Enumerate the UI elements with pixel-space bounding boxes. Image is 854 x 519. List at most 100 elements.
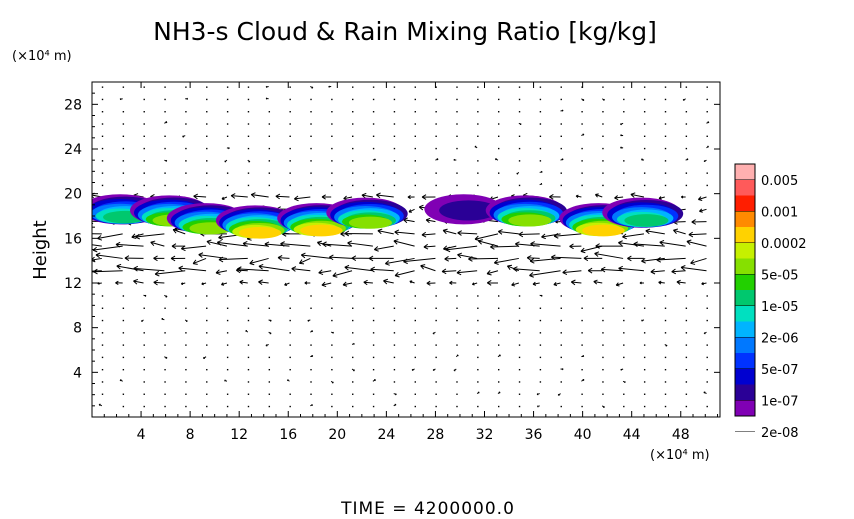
wind-vector bbox=[685, 111, 688, 113]
wind-vector bbox=[393, 344, 396, 346]
wind-vector bbox=[497, 111, 500, 113]
wind-vector bbox=[226, 307, 229, 309]
wind-vector bbox=[226, 356, 229, 359]
wind-vector bbox=[202, 356, 207, 359]
wind-vector bbox=[101, 381, 104, 383]
wind-vector bbox=[141, 319, 144, 322]
wind-vector bbox=[685, 86, 688, 88]
wind-vector bbox=[514, 241, 540, 248]
wind-vector bbox=[553, 282, 561, 287]
wind-vector bbox=[581, 344, 583, 346]
wind-vector bbox=[423, 243, 436, 250]
wind-vector bbox=[518, 368, 521, 371]
wind-vector bbox=[518, 307, 521, 309]
wind-vector bbox=[506, 264, 520, 272]
wind-vector bbox=[101, 172, 104, 174]
wind-vector bbox=[581, 86, 583, 88]
wind-vector bbox=[247, 368, 250, 371]
wind-vector bbox=[351, 342, 355, 345]
wind-vector bbox=[226, 344, 229, 346]
wind-vector bbox=[352, 307, 354, 309]
time-label: TIME = 4200000.0 bbox=[340, 499, 515, 519]
wind-vector bbox=[497, 307, 500, 309]
wind-vector bbox=[685, 295, 688, 297]
wind-vector bbox=[268, 393, 271, 395]
wind-vector bbox=[185, 172, 187, 174]
wind-vector bbox=[623, 319, 625, 322]
wind-vector bbox=[185, 184, 187, 187]
wind-vector bbox=[122, 123, 125, 125]
wind-vector bbox=[706, 135, 708, 137]
cloud-contour-cell-3 bbox=[238, 226, 282, 239]
wind-vector bbox=[456, 307, 458, 309]
x-axis-ticks: 4 8 12 16 20 24 28 32 36 40 44 48 bbox=[103, 82, 719, 443]
wind-vector bbox=[277, 255, 290, 261]
wind-vector bbox=[477, 135, 479, 137]
wind-vector bbox=[310, 381, 312, 383]
colorbar-swatch bbox=[735, 242, 755, 259]
wind-vector bbox=[497, 368, 500, 371]
wind-vector bbox=[497, 332, 500, 334]
wind-vector bbox=[453, 368, 457, 372]
wind-vector bbox=[310, 98, 312, 101]
wind-vector bbox=[456, 269, 478, 276]
wind-vector bbox=[143, 393, 145, 395]
wind-vector bbox=[143, 381, 145, 383]
wind-vector bbox=[370, 266, 394, 273]
colorbar-swatch bbox=[735, 368, 755, 385]
colorbar-swatch bbox=[735, 227, 755, 243]
wind-vector bbox=[623, 184, 625, 187]
wind-vector bbox=[180, 245, 207, 252]
wind-vector bbox=[477, 239, 499, 247]
wind-vector bbox=[347, 240, 373, 247]
wind-vector bbox=[268, 160, 271, 162]
wind-vector bbox=[645, 228, 665, 235]
wind-vector bbox=[239, 279, 248, 285]
wind-vector bbox=[685, 319, 688, 322]
wind-vector bbox=[393, 332, 396, 334]
wind-vector bbox=[560, 307, 562, 309]
wind-vector bbox=[289, 368, 291, 371]
wind-vector bbox=[581, 98, 585, 101]
wind-vector bbox=[236, 266, 269, 272]
wind-vector bbox=[95, 252, 123, 259]
wind-vector bbox=[518, 393, 521, 395]
wind-vector bbox=[101, 135, 104, 137]
colorbar-swatch bbox=[735, 179, 755, 196]
wind-vector bbox=[685, 381, 688, 383]
wind-vector bbox=[264, 241, 290, 248]
wind-vector bbox=[122, 307, 125, 309]
wind-vector bbox=[226, 172, 229, 174]
wind-vector bbox=[101, 344, 104, 346]
wind-vector bbox=[518, 147, 521, 150]
wind-vector bbox=[518, 160, 521, 162]
wind-vector bbox=[101, 184, 104, 187]
wind-vector bbox=[372, 147, 375, 150]
wind-vector bbox=[575, 194, 582, 199]
wind-vector bbox=[291, 266, 311, 272]
wind-vector bbox=[641, 319, 645, 322]
wind-vector bbox=[258, 263, 290, 272]
wind-vector bbox=[560, 86, 562, 88]
wind-vector bbox=[143, 98, 145, 101]
wind-vector bbox=[383, 278, 394, 285]
wind-vector bbox=[101, 393, 104, 395]
cloud-contour-cell-8 bbox=[582, 224, 625, 237]
wind-vector bbox=[706, 145, 709, 149]
wind-vector bbox=[602, 356, 604, 359]
wind-vector bbox=[372, 184, 375, 187]
wind-vector bbox=[289, 319, 291, 322]
colorbar-swatch bbox=[735, 353, 755, 369]
wind-vector bbox=[602, 135, 604, 137]
wind-vector bbox=[697, 196, 707, 201]
wind-vector bbox=[622, 233, 645, 240]
wind-vector bbox=[623, 98, 625, 101]
wind-vector bbox=[154, 270, 186, 277]
wind-vector bbox=[518, 356, 521, 359]
wind-vector bbox=[247, 295, 250, 297]
wind-vector bbox=[393, 381, 396, 383]
x-tick-label: 40 bbox=[574, 427, 592, 443]
wind-vector bbox=[116, 263, 144, 272]
wind-vector bbox=[143, 123, 145, 125]
wind-vector bbox=[643, 147, 646, 150]
